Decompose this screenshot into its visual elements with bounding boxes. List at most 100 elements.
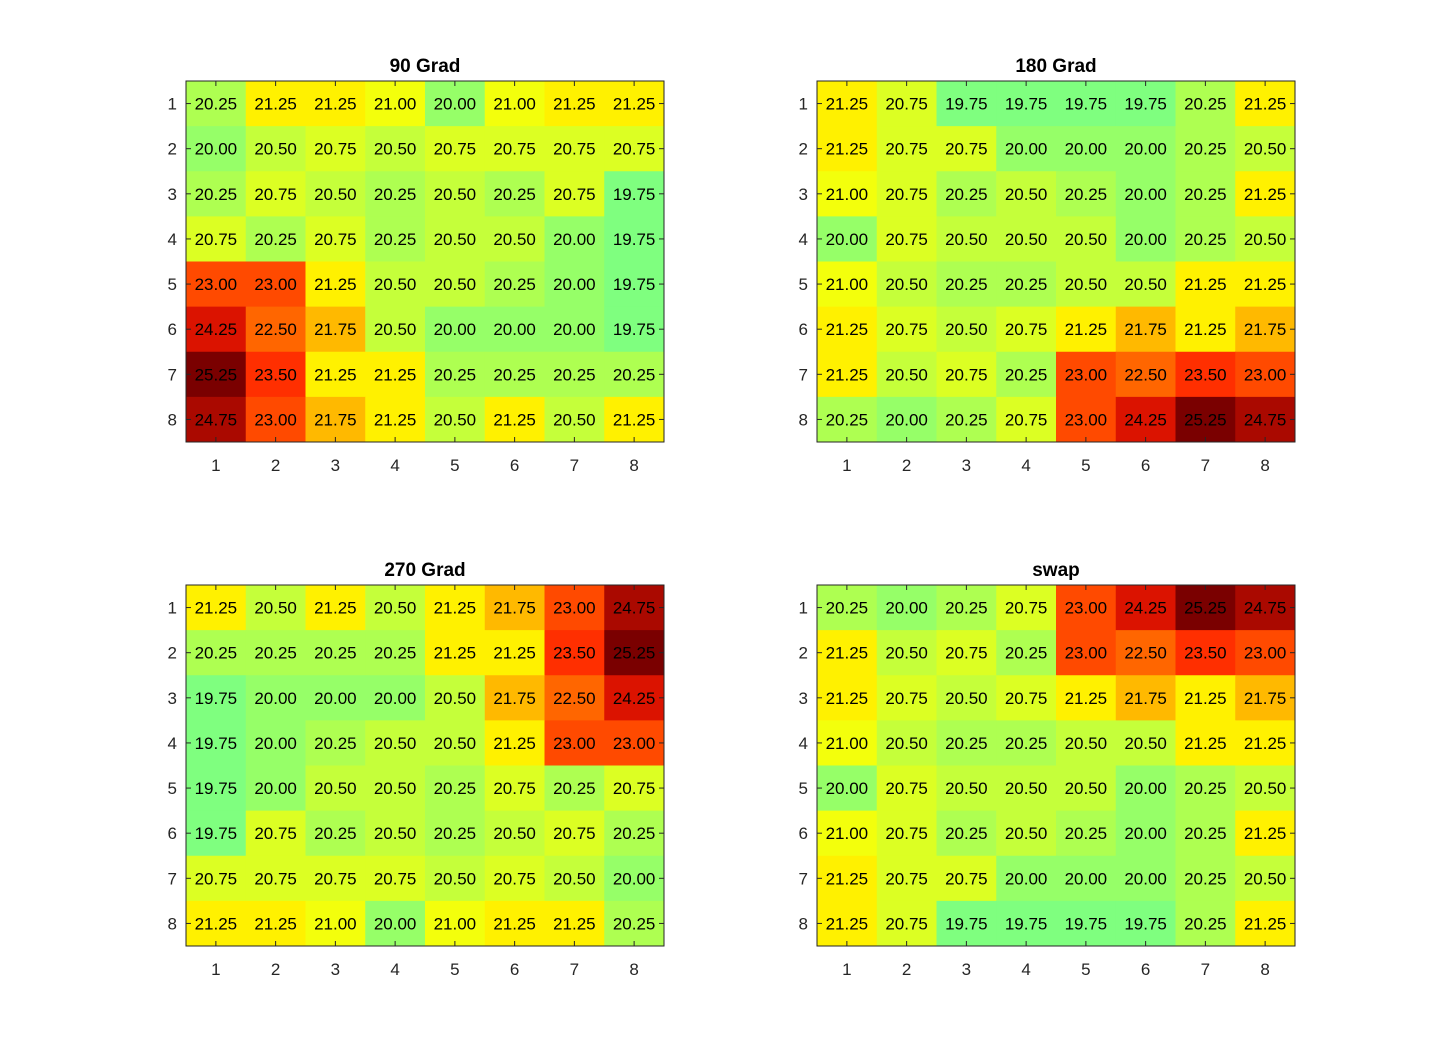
heatmap-cell (876, 81, 937, 127)
cell-value-label: 21.25 (1065, 689, 1108, 708)
heatmap-cell (1056, 675, 1117, 721)
cell-value-label: 21.25 (314, 365, 357, 384)
cell-value-label: 21.25 (195, 599, 238, 618)
heatmap-cell (484, 216, 545, 262)
cell-value-label: 21.00 (493, 95, 536, 114)
heatmap-cell (245, 810, 306, 857)
cell-value-label: 21.75 (1124, 689, 1167, 708)
cell-value-label: 20.75 (885, 320, 928, 339)
heatmap-cell (1056, 855, 1117, 902)
y-tick-label: 3 (168, 185, 177, 204)
heatmap-cell (305, 261, 366, 308)
heatmap-cell (936, 126, 997, 172)
cell-value-label: 22.50 (1124, 365, 1167, 384)
heatmap-cell (817, 720, 878, 766)
cell-value-label: 23.00 (1065, 644, 1108, 663)
cell-value-label: 20.75 (885, 95, 928, 114)
cell-value-label: 20.00 (1005, 140, 1048, 159)
heatmap-cell (365, 81, 426, 127)
heatmap-cell (1175, 720, 1236, 766)
cell-value-label: 20.00 (1065, 869, 1108, 888)
heatmap-cell (186, 630, 247, 676)
cell-value-label: 20.50 (553, 410, 596, 429)
heatmap-cell (544, 585, 605, 631)
heatmap-cell (876, 306, 937, 353)
chart-title: 180 Grad (1015, 56, 1096, 77)
heatmap-cell (425, 351, 486, 398)
cell-value-label: 20.50 (254, 599, 297, 618)
heatmap-cell (245, 765, 306, 812)
cell-value-label: 23.00 (553, 734, 596, 753)
heatmap-cell (1235, 351, 1296, 398)
cell-value-label: 20.75 (885, 689, 928, 708)
heatmap-cell (996, 171, 1057, 217)
heatmap-cell (186, 720, 247, 766)
cell-value-label: 20.75 (1005, 689, 1048, 708)
cell-value-label: 23.00 (613, 734, 656, 753)
cell-value-label: 20.75 (254, 185, 297, 204)
y-tick-label: 3 (799, 689, 808, 708)
heatmap-cell (1115, 630, 1176, 676)
heatmap-cell (876, 720, 937, 766)
y-tick-label: 5 (168, 779, 177, 798)
y-tick-label: 4 (168, 734, 177, 753)
heatmap-cell (305, 306, 366, 353)
cell-value-label: 20.00 (1124, 230, 1167, 249)
cell-value-label: 20.25 (195, 95, 238, 114)
cell-value-label: 20.00 (314, 689, 357, 708)
heatmap-cell (186, 81, 247, 127)
cell-value-label: 20.00 (1065, 140, 1108, 159)
heatmap-cell (876, 216, 937, 262)
y-tick-label: 1 (799, 95, 808, 114)
heatmap-cell (425, 216, 486, 262)
cell-value-label: 20.50 (1124, 275, 1167, 294)
cell-value-label: 20.75 (885, 824, 928, 843)
heatmap-cell (604, 171, 665, 217)
x-tick-label: 2 (902, 456, 911, 475)
heatmap-cell (1175, 171, 1236, 217)
heatmap-cell (484, 810, 545, 857)
cell-value-label: 23.50 (1184, 644, 1227, 663)
heatmap-cell (544, 171, 605, 217)
cell-value-label: 20.50 (374, 599, 417, 618)
cell-value-label: 21.25 (493, 734, 536, 753)
heatmap-cell (1115, 261, 1176, 308)
heatmap-cell (544, 216, 605, 262)
cell-value-label: 20.75 (553, 185, 596, 204)
cell-value-label: 20.75 (314, 140, 357, 159)
y-tick-label: 8 (799, 914, 808, 933)
heatmap-cell (245, 585, 306, 631)
heatmap-cell (817, 261, 878, 308)
cell-value-label: 21.25 (826, 365, 869, 384)
heatmap-cell (425, 261, 486, 308)
heatmap-cell (604, 630, 665, 676)
heatmap-cell (996, 126, 1057, 172)
cell-value-label: 20.50 (1124, 734, 1167, 753)
cell-value-label: 20.00 (826, 779, 869, 798)
heatmap-cell (305, 126, 366, 172)
heatmap-cell (604, 396, 665, 443)
cell-value-label: 20.00 (493, 320, 536, 339)
heatmap-cell (996, 216, 1057, 262)
heatmap-cell (305, 675, 366, 721)
cell-value-label: 21.25 (553, 914, 596, 933)
heatmap-90-grad: 90 Grad 20.25 21.25 21.25 21.00 20.00 21.00 21.… (168, 56, 665, 475)
cell-value-label: 23.50 (1184, 365, 1227, 384)
cell-value-label: 20.25 (1184, 869, 1227, 888)
heatmap-cell (544, 126, 605, 172)
heatmap-cell (1056, 261, 1117, 308)
cell-value-label: 20.50 (945, 320, 988, 339)
cell-value-label: 20.50 (1244, 230, 1287, 249)
heatmap-cell (876, 810, 937, 857)
cell-value-label: 21.25 (1244, 914, 1287, 933)
heatmap-cell (186, 126, 247, 172)
axes-frame (185, 80, 665, 443)
chart-title: swap (1032, 560, 1080, 581)
heatmap-cell (425, 630, 486, 676)
cell-value-label: 20.50 (374, 275, 417, 294)
cell-value-label: 21.25 (493, 644, 536, 663)
heatmap-cell (604, 810, 665, 857)
heatmap-cell (1175, 126, 1236, 172)
cell-value-label: 20.75 (945, 140, 988, 159)
x-tick-label: 2 (902, 960, 911, 979)
